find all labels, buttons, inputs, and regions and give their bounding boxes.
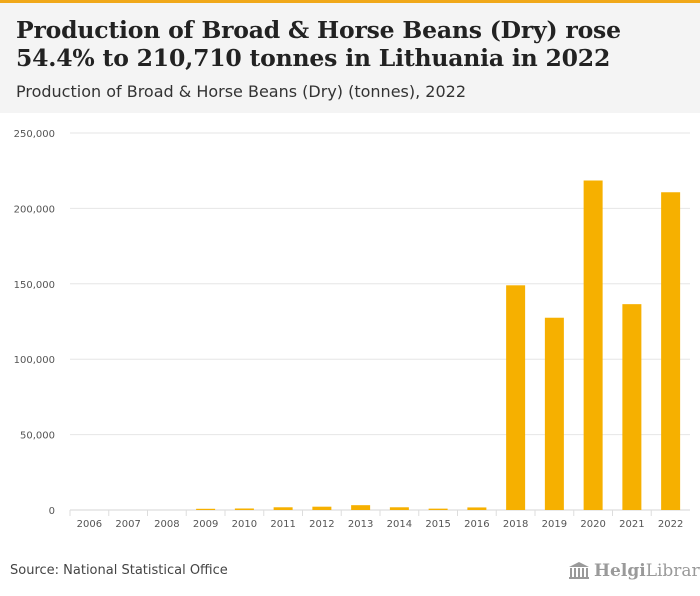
x-tick-label: 2016	[464, 519, 489, 530]
bar	[661, 192, 681, 510]
x-tick-label: 2019	[542, 519, 567, 530]
x-tick-label: 2012	[309, 519, 334, 530]
x-tick-label: 2008	[154, 519, 179, 530]
y-tick-label: 200,000	[14, 204, 55, 215]
x-tick-label: 2014	[387, 519, 412, 530]
chart-title: Production of Broad & Horse Beans (Dry) …	[16, 16, 621, 72]
bar	[273, 507, 293, 510]
brand-logo: HelgiLibrary.	[568, 561, 700, 581]
bar	[622, 304, 642, 510]
bar	[234, 508, 254, 510]
y-tick-label: 50,000	[20, 431, 55, 442]
bar	[389, 507, 409, 510]
accent-bar	[0, 0, 700, 3]
x-tick-label: 2011	[270, 519, 295, 530]
x-tick-label: 2022	[658, 519, 683, 530]
chart-subtitle: Production of Broad & Horse Beans (Dry) …	[16, 82, 467, 101]
x-tick-label: 2009	[193, 519, 218, 530]
x-tick-label: 2020	[580, 519, 605, 530]
brand-name-rest: Library.	[645, 561, 700, 581]
bar	[196, 508, 216, 510]
bar	[467, 507, 487, 510]
x-tick-label: 2015	[425, 519, 450, 530]
y-tick-label: 250,000	[14, 129, 55, 140]
bar	[583, 180, 603, 510]
x-tick-label: 2021	[619, 519, 644, 530]
x-tick-label: 2013	[348, 519, 373, 530]
bar	[428, 508, 448, 510]
x-tick-label: 2006	[77, 519, 102, 530]
source-note: Source: National Statistical Office	[10, 563, 228, 578]
bar	[312, 506, 332, 510]
brand-name-bold: Helgi	[594, 561, 646, 581]
x-tick-label: 2010	[232, 519, 257, 530]
bar	[506, 285, 526, 510]
y-tick-label: 150,000	[14, 280, 55, 291]
chart-header: Production of Broad & Horse Beans (Dry) …	[0, 3, 700, 113]
y-tick-label: 100,000	[14, 355, 55, 366]
bar	[351, 505, 371, 510]
y-tick-label: 0	[49, 506, 55, 517]
x-tick-label: 2007	[115, 519, 140, 530]
bar-chart: 0 50,000 100,000 150,000 200,000 250,000 2006 2…	[14, 129, 690, 530]
bar	[544, 317, 564, 510]
x-tick-label: 2018	[503, 519, 528, 530]
library-icon	[569, 562, 589, 579]
